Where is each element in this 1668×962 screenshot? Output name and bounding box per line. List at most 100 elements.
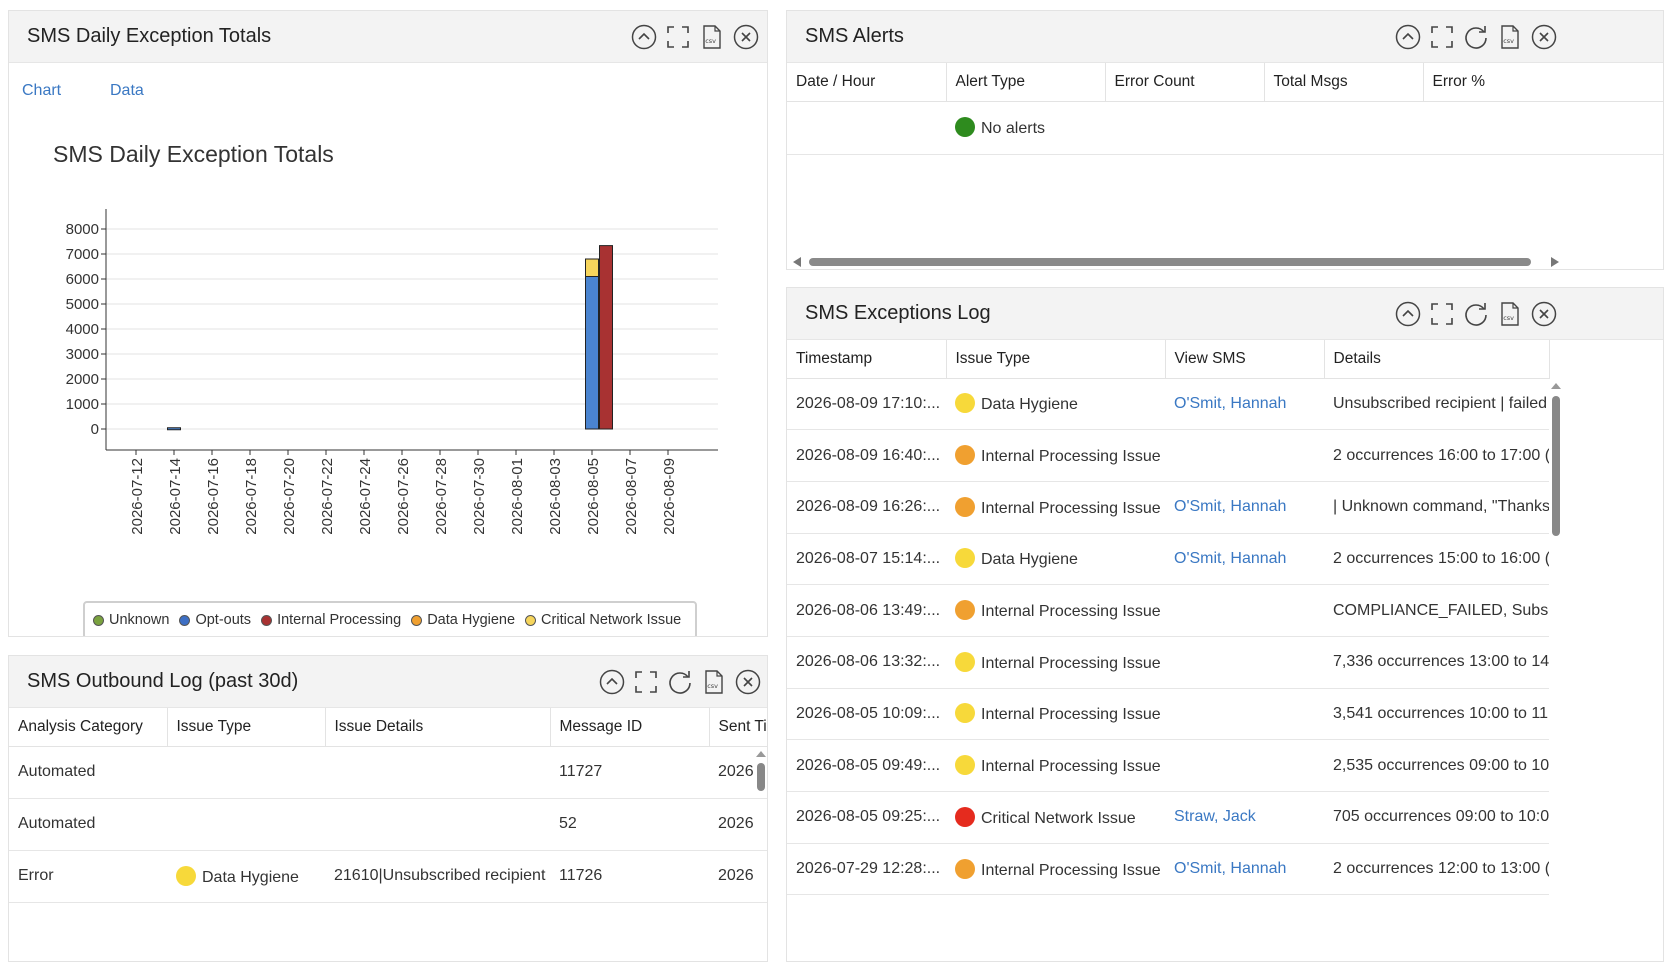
close-circle-icon[interactable] — [735, 669, 761, 695]
expand-icon[interactable] — [633, 669, 659, 695]
view-sms-link[interactable]: O'Smit, Hannah — [1174, 860, 1287, 878]
tab-chart[interactable]: Chart — [22, 82, 62, 99]
expand-icon[interactable] — [1429, 301, 1455, 327]
table-row[interactable]: 2026-08-06 13:49:... Internal Processing … — [787, 584, 1549, 637]
table-row[interactable]: 2026-08-05 10:09:... Internal Processing … — [787, 688, 1549, 741]
view-sms-link[interactable]: O'Smit, Hannah — [1174, 394, 1287, 412]
legend-item[interactable]: Critical Network Issue — [525, 612, 681, 628]
vertical-scrollbar[interactable] — [1549, 380, 1563, 540]
message-id-cell: 11726 — [550, 850, 709, 903]
expand-icon[interactable] — [1429, 24, 1455, 50]
panel-controls: csv — [599, 668, 761, 696]
vertical-scrollbar[interactable] — [754, 748, 767, 961]
tab-data[interactable]: Data — [110, 82, 144, 99]
close-circle-icon[interactable] — [733, 24, 759, 50]
view-sms-link[interactable]: O'Smit, Hannah — [1174, 549, 1287, 567]
timestamp-cell: 2026-08-06 13:49:... — [787, 584, 946, 637]
svg-text:csv: csv — [705, 37, 716, 45]
column-header[interactable]: Error % — [1423, 63, 1663, 102]
column-header[interactable]: Message ID — [550, 708, 710, 747]
view-sms-cell — [1165, 636, 1324, 689]
table-header-row: Timestamp Issue Type View SMS Details — [787, 340, 1550, 379]
x-tick-label: 2026-08-01 — [509, 458, 526, 535]
table-row[interactable]: 2026-08-06 13:32:... Internal Processing … — [787, 636, 1549, 689]
column-header[interactable]: Date / Hour — [787, 63, 947, 102]
status-dot — [176, 865, 196, 886]
status-dot — [955, 393, 975, 414]
column-header[interactable]: Total Msgs — [1264, 63, 1424, 102]
table-header-row: Analysis Category Issue Type Issue Detai… — [9, 708, 767, 747]
table-row: No alerts — [787, 101, 1663, 155]
issue-type-cell: Internal Processing Issue — [946, 739, 1165, 792]
chevron-up-circle-icon[interactable] — [631, 24, 657, 50]
table-row[interactable]: 2026-07-29 12:28:... Internal Processing … — [787, 843, 1549, 896]
panel-header: SMS Daily Exception Totals csv — [9, 11, 767, 63]
details-cell: 7,336 occurrences 13:00 to 14:0 — [1324, 636, 1549, 689]
table-row[interactable]: 2026-08-09 16:26:... Internal Processing … — [787, 481, 1549, 534]
x-tick-label: 2026-07-24 — [357, 458, 374, 535]
csv-file-icon[interactable]: csv — [1497, 24, 1523, 50]
y-tick-label: 2000 — [66, 371, 99, 388]
issue-details-cell — [325, 798, 550, 851]
view-sms-link[interactable]: O'Smit, Hannah — [1174, 498, 1287, 516]
refresh-icon[interactable] — [1463, 24, 1489, 50]
chart-title: SMS Daily Exception Totals — [53, 141, 334, 167]
y-tick-label: 7000 — [66, 246, 99, 263]
view-sms-cell: O'Smit, Hannah — [1165, 378, 1324, 431]
legend-swatch — [525, 614, 537, 626]
column-header[interactable]: Timestamp — [787, 340, 947, 379]
column-header[interactable]: Error Count — [1105, 63, 1265, 102]
column-header[interactable]: Sent Tir — [709, 708, 767, 747]
column-header[interactable]: Alert Type — [946, 63, 1106, 102]
table-row[interactable]: 2026-08-07 15:14:... Data Hygiene O'Smit, … — [787, 533, 1549, 586]
csv-file-icon[interactable]: csv — [1497, 301, 1523, 327]
column-header[interactable]: Issue Details — [325, 708, 551, 747]
view-sms-link[interactable]: Straw, Jack — [1174, 808, 1256, 826]
table-row[interactable]: 2026-08-09 16:40:... Internal Processing … — [787, 429, 1549, 482]
chevron-up-circle-icon[interactable] — [599, 669, 625, 695]
table-row[interactable]: 2026-08-05 09:49:... Internal Processing … — [787, 739, 1549, 792]
refresh-icon[interactable] — [667, 669, 693, 695]
issue-type-cell — [167, 746, 325, 799]
legend-label: Opt-outs — [195, 612, 252, 628]
issue-type-cell: Internal Processing Issue — [946, 584, 1165, 637]
svg-text:csv: csv — [707, 682, 718, 690]
bar-segment-critical-network-issue — [585, 258, 599, 277]
column-header[interactable]: Details — [1324, 340, 1550, 379]
table-row[interactable]: Error Data Hygiene 21610|Unsubscribed reci… — [9, 850, 767, 903]
table-header-row: Date / Hour Alert Type Error Count Total… — [787, 63, 1663, 102]
y-tick-label: 3000 — [66, 346, 99, 363]
legend-item[interactable]: Opt-outs — [179, 612, 251, 628]
no-alerts-cell: No alerts — [946, 101, 1663, 155]
table-row[interactable]: 2026-08-05 09:25:... Critical Network Iss… — [787, 791, 1549, 844]
close-circle-icon[interactable] — [1531, 301, 1557, 327]
refresh-icon[interactable] — [1463, 301, 1489, 327]
horizontal-scrollbar[interactable] — [787, 254, 1663, 269]
view-sms-cell: O'Smit, Hannah — [1165, 481, 1324, 534]
csv-file-icon[interactable]: csv — [699, 24, 725, 50]
legend-item[interactable]: Data Hygiene — [411, 612, 515, 628]
exceptions-log-table: Timestamp Issue Type View SMS Details 20… — [787, 340, 1550, 896]
table-row[interactable]: Automated 52 2026 — [9, 798, 767, 851]
chevron-up-circle-icon[interactable] — [1395, 301, 1421, 327]
alerts-panel: SMS Alerts csv Date / Hour Alert Type Er… — [786, 10, 1664, 270]
table-row[interactable]: Automated 11727 2026 — [9, 746, 767, 799]
view-sms-cell — [1165, 584, 1324, 637]
outbound-log-panel: SMS Outbound Log (past 30d) csv Analysis… — [8, 655, 768, 962]
column-header[interactable]: Issue Type — [167, 708, 326, 747]
status-dot — [955, 703, 975, 724]
column-header[interactable]: Analysis Category — [9, 708, 168, 747]
column-header[interactable]: View SMS — [1165, 340, 1325, 379]
expand-icon[interactable] — [665, 24, 691, 50]
legend-item[interactable]: Unknown — [93, 612, 169, 628]
close-circle-icon[interactable] — [1531, 24, 1557, 50]
legend-item[interactable]: Internal Processing — [261, 612, 401, 628]
column-header[interactable]: Issue Type — [946, 340, 1166, 379]
panel-controls: csv — [1395, 23, 1557, 51]
chevron-up-circle-icon[interactable] — [1395, 24, 1421, 50]
x-tick-label: 2026-07-26 — [395, 458, 412, 535]
panel-controls: csv — [1395, 300, 1557, 328]
csv-file-icon[interactable]: csv — [701, 669, 727, 695]
table-row[interactable]: 2026-08-09 17:10:... Data Hygiene O'Smit, … — [787, 378, 1549, 431]
no-alerts-text: No alerts — [981, 120, 1046, 137]
